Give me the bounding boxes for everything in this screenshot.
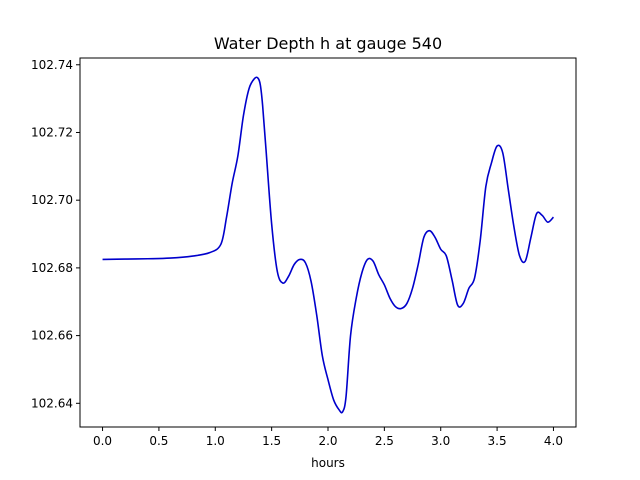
x-tick-label: 0.0: [93, 434, 112, 448]
y-tick-label: 102.72: [31, 125, 73, 139]
x-axis-label: hours: [311, 456, 345, 470]
x-tick-label: 3.5: [488, 434, 507, 448]
y-tick-label: 102.68: [31, 261, 73, 275]
y-tick-label: 102.64: [31, 396, 73, 410]
y-tick-label: 102.70: [31, 193, 73, 207]
x-tick-label: 4.0: [544, 434, 563, 448]
series-line-0: [102, 76, 555, 414]
x-tick-label: 1.0: [206, 434, 225, 448]
x-axis: 0.0 0.5 1.0 1.5 2.0 2.5 3.0 3.5 4.0: [93, 427, 563, 448]
x-tick-label: 0.5: [149, 434, 168, 448]
y-tick-label: 102.74: [31, 58, 73, 72]
plot-area: [102, 76, 555, 414]
y-axis: 102.64 102.66 102.68 102.70 102.72 102.74: [31, 58, 80, 410]
x-tick-label: 1.5: [262, 434, 281, 448]
y-tick-label: 102.66: [31, 329, 73, 343]
x-tick-label: 2.5: [375, 434, 394, 448]
x-tick-label: 3.0: [431, 434, 450, 448]
x-tick-label: 2.0: [318, 434, 337, 448]
chart-title: Water Depth h at gauge 540: [214, 34, 442, 53]
